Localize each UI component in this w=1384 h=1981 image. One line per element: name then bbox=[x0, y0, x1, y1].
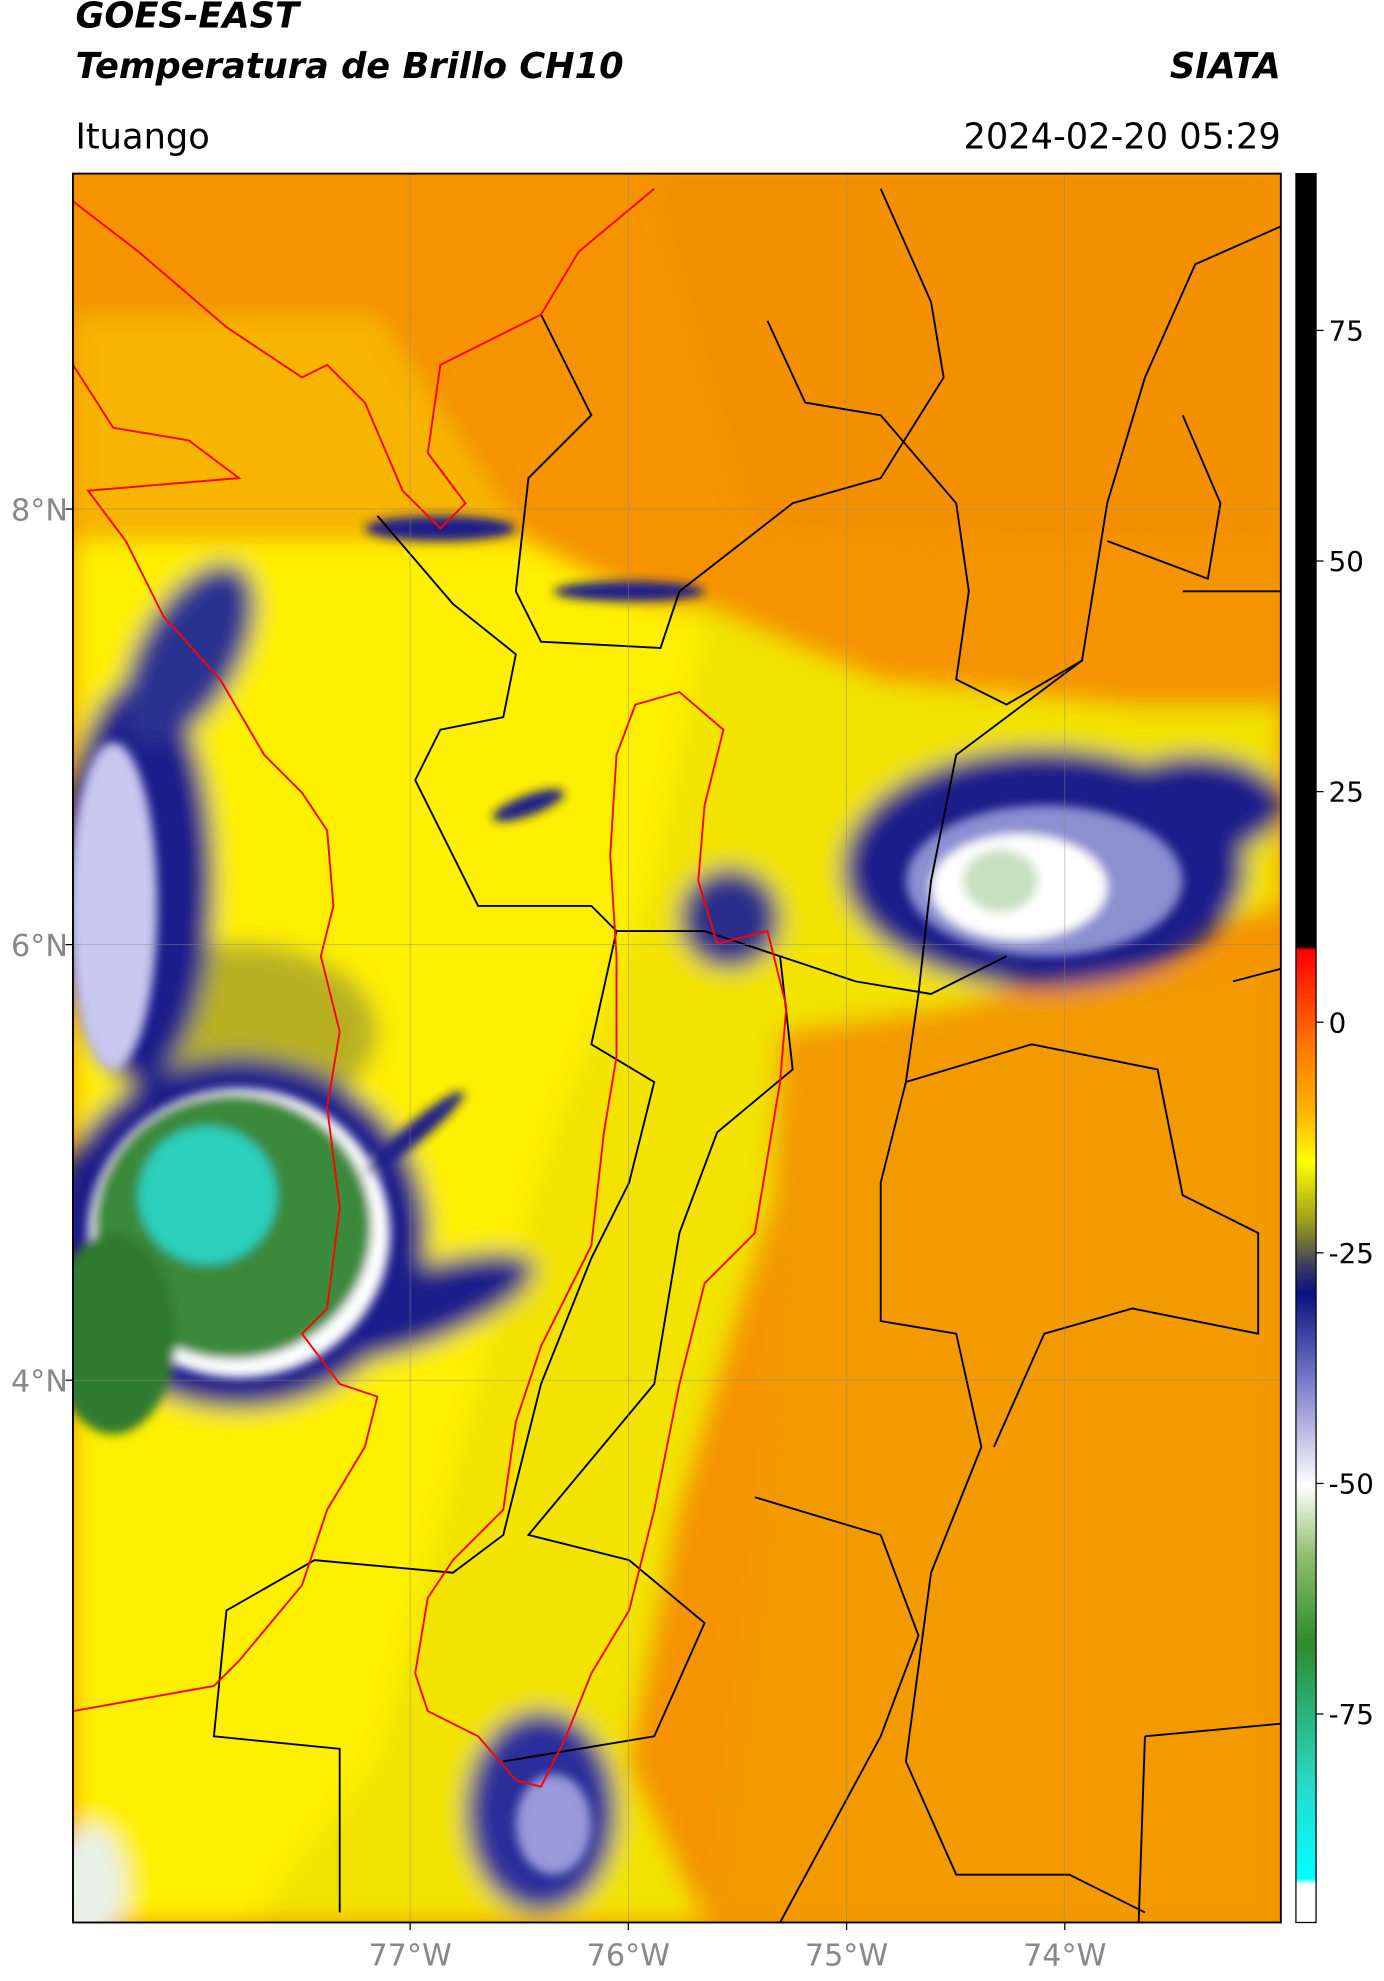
colorbar-tick-label: 75 bbox=[1329, 315, 1364, 348]
region: Ituango bbox=[75, 116, 209, 157]
colorbar bbox=[1295, 172, 1317, 1924]
colorbar-tick-label: 25 bbox=[1329, 776, 1364, 809]
x-tick-label: 75°W bbox=[805, 1938, 888, 1973]
y-tick-label: 4°N bbox=[11, 1365, 68, 1400]
satellite-title: GOES-EAST bbox=[75, 0, 302, 37]
x-tick-label: 76°W bbox=[587, 1938, 670, 1973]
product-title: Temperatura de Brillo CH10 bbox=[75, 46, 623, 87]
x-tick-label: 74°W bbox=[1023, 1938, 1106, 1973]
colorbar-tick-label: 0 bbox=[1329, 1006, 1347, 1039]
map-frame bbox=[72, 172, 1282, 1924]
colorbar-tick-label: -25 bbox=[1329, 1237, 1374, 1270]
brand: SIATA bbox=[1170, 46, 1281, 87]
colorbar-tick-label: -50 bbox=[1329, 1467, 1374, 1500]
y-tick-label: 8°N bbox=[11, 493, 68, 528]
x-tick-label: 77°W bbox=[368, 1938, 451, 1973]
colorbar-tick-label: 50 bbox=[1329, 545, 1364, 578]
colorbar-tick-label: -75 bbox=[1329, 1698, 1374, 1731]
grid bbox=[72, 173, 1281, 1923]
map-image bbox=[72, 173, 1281, 1923]
y-tick-label: 6°N bbox=[11, 929, 68, 964]
datetime: 2024-02-20 05:29 bbox=[963, 116, 1280, 157]
